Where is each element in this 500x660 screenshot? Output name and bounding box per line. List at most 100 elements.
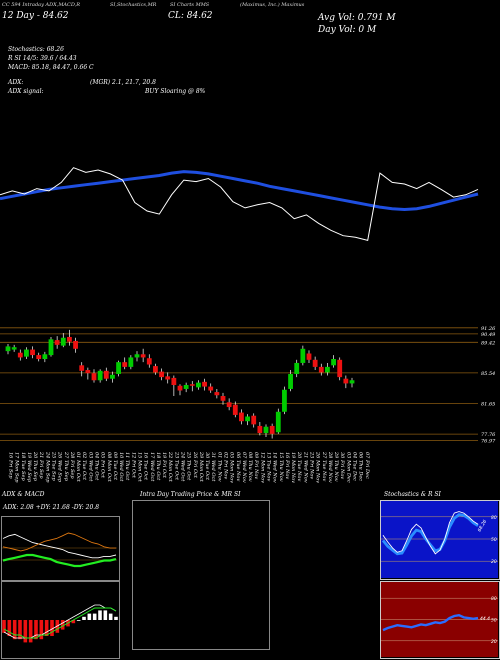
candle-body (196, 382, 201, 388)
intraday-panel (132, 500, 270, 650)
candle-body (42, 354, 48, 360)
date-tick-label: 18 Thu Oct (155, 452, 161, 481)
date-tick-label: 17 Wed Oct (149, 452, 155, 482)
price-tick-label: 76.97 (481, 438, 496, 444)
date-tick-label: 06 Tue Nov (235, 452, 241, 481)
adx-info: ADX: (8, 79, 24, 86)
macd-hist-bar (2, 620, 6, 633)
date-tick-label: 06 Thu Dec (358, 452, 364, 481)
candle-body (67, 336, 72, 342)
rsi-tick-label: 50 (491, 618, 497, 624)
macd-signal-line (3, 607, 117, 639)
date-tick-label: 02 Tue Oct (81, 452, 87, 481)
candle-body (54, 340, 60, 345)
candle-body (159, 371, 164, 378)
candle-body (300, 348, 306, 363)
price-tick-label: 91.26 (481, 326, 496, 332)
candle-body (269, 425, 275, 434)
date-tick-label: 05 Fri Oct (100, 452, 106, 479)
stochastics-info: Stochastics: 68.26 (8, 46, 64, 53)
macd-hist-bar (7, 620, 12, 636)
candle-body (30, 349, 35, 356)
macd-hist-bar (34, 620, 38, 640)
date-tick-label: 25 Tue Sep (51, 451, 57, 481)
adx-macd-title: ADX & MACD (2, 491, 45, 498)
candle-body (288, 373, 293, 389)
candle-body (17, 352, 23, 358)
candle-body (171, 377, 177, 385)
stoch-tick-label: 50 (491, 537, 497, 543)
date-tick-label: 27 Tue Nov (321, 451, 327, 481)
date-tick-label: 28 Wed Nov (327, 451, 333, 483)
date-tick-label: 19 Fri Oct (161, 452, 167, 479)
candle-body (85, 370, 91, 374)
adx-series-line (2, 553, 117, 568)
candle-body (294, 362, 300, 374)
date-tick-label: 27 Thu Sep (63, 451, 69, 482)
candle-body (79, 365, 85, 371)
date-tick-label: 30 Fri Nov (339, 452, 345, 479)
date-tick-label: 26 Wed Sep (57, 451, 63, 483)
candle-body (306, 353, 312, 360)
macd-info: MACD: 85.18, 84.47, 0.66 C (8, 64, 94, 71)
date-tick-label: 08 Mon Oct (106, 452, 112, 483)
stoch-k-line (382, 511, 479, 555)
macd-hist-bar (28, 620, 33, 643)
date-tick-label: 23 Tue Oct (173, 451, 179, 481)
rsi-panel (380, 581, 500, 659)
macd-hist-bar (18, 620, 22, 640)
date-tick-label: 11 Thu Oct (124, 452, 130, 481)
date-tick-label: 22 Mon Oct (167, 451, 173, 483)
candle-body (337, 359, 343, 378)
candle-body (11, 347, 17, 350)
adx-series-line (2, 532, 116, 552)
date-tick-label: 09 Fri Nov (253, 452, 259, 479)
candle-body (91, 373, 97, 381)
candle-body (257, 425, 263, 434)
candle-body (183, 385, 189, 389)
date-tick-label: 21 Wed Nov (302, 451, 308, 483)
stochastics-title: Stochastics & R SI (384, 491, 441, 498)
candle-body (214, 392, 220, 396)
candle-body (146, 358, 152, 365)
macd-hist-bar (44, 620, 49, 636)
macd-hist-bar (87, 613, 92, 620)
candle-body (153, 366, 158, 373)
date-tick-label: 04 Thu Oct (94, 452, 100, 481)
candle-body (275, 411, 281, 433)
candle-body (282, 389, 287, 412)
day-vol: Day Vol: 0 M (318, 25, 377, 35)
price-tick-label: 85.54 (481, 371, 495, 377)
date-tick-label: 14 Wed Nov (272, 452, 278, 483)
stochastics-bg (381, 501, 498, 578)
macd-line (3, 604, 117, 639)
date-tick-label: 16 Fri Nov (284, 452, 290, 479)
candle-body (110, 374, 115, 379)
date-tick-label: 12 Mon Nov (259, 452, 265, 483)
date-tick-label: 01 Thu Nov (216, 452, 222, 482)
candle-body (349, 380, 355, 384)
candle-body (312, 359, 318, 367)
date-tick-label: 01 Mon Oct (75, 452, 81, 483)
rsi-line (382, 613, 479, 632)
rsi-info: R SI 14/5: 39.6 / 64.43 (8, 55, 77, 62)
date-tick-label: 25 Thu Oct (186, 451, 192, 481)
date-tick-label: 19 Wed Sep (26, 452, 32, 483)
candle-body (36, 355, 42, 360)
macd-hist-bar (98, 610, 102, 620)
date-tick-label: 16 Fri Sep (8, 452, 14, 479)
close-label: CL: 84.62 (168, 11, 213, 21)
candle-body (251, 415, 257, 425)
stoch-tick-label: 20 (491, 559, 497, 565)
price-tick-label: 77.76 (481, 432, 496, 438)
candle-body (134, 354, 140, 358)
date-tick-label: 03 Mon Dec (345, 452, 351, 483)
price-line (0, 167, 479, 242)
date-tick-label: 26 Mon Nov (315, 451, 321, 483)
candle-body (202, 381, 207, 387)
candle-body (165, 376, 171, 380)
header-strip-2: SI,Stochastics,MR (110, 2, 157, 8)
macd-hist-bar (76, 620, 81, 621)
date-tick-label: 20 Thu Sep (32, 451, 38, 482)
candle-body (116, 362, 121, 374)
